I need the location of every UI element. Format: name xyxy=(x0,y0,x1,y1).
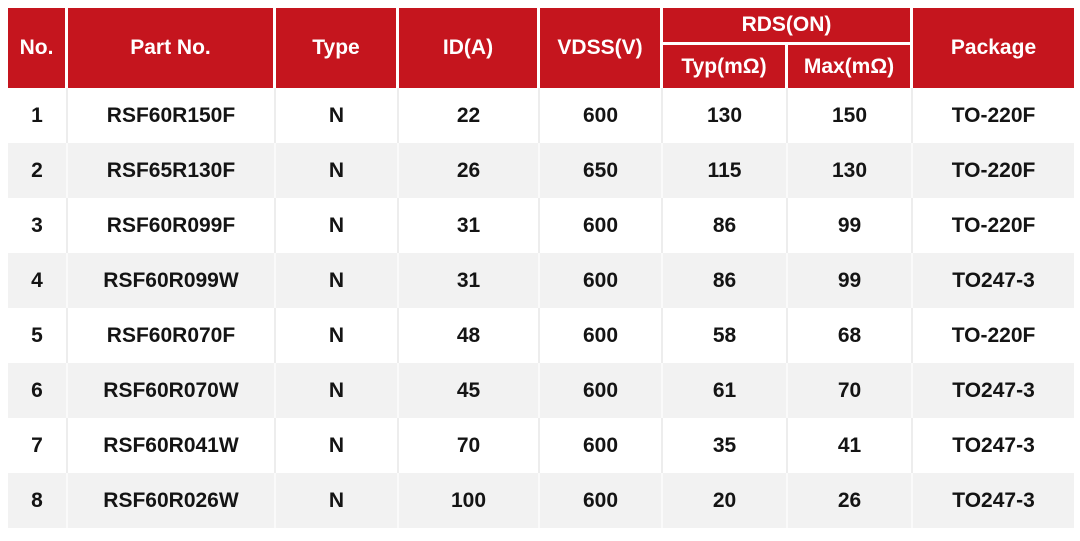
cell-part-no: RSF65R130F xyxy=(68,143,276,198)
header-package: Package xyxy=(913,8,1075,88)
cell-no: 6 xyxy=(8,363,68,418)
cell-rds-max: 41 xyxy=(788,418,914,473)
mosfet-spec-table-container: No. Part No. Type ID(A) VDSS(V) RDS(ON) … xyxy=(8,8,1075,528)
cell-id: 70 xyxy=(399,418,540,473)
cell-package: TO247-3 xyxy=(913,473,1075,528)
cell-part-no: RSF60R041W xyxy=(68,418,276,473)
cell-vdss: 600 xyxy=(540,308,663,363)
cell-rds-max: 70 xyxy=(788,363,914,418)
cell-package: TO247-3 xyxy=(913,363,1075,418)
cell-package: TO247-3 xyxy=(913,253,1075,308)
table-header: No. Part No. Type ID(A) VDSS(V) RDS(ON) … xyxy=(8,8,1075,88)
cell-rds-typ: 61 xyxy=(663,363,788,418)
cell-no: 7 xyxy=(8,418,68,473)
cell-rds-typ: 35 xyxy=(663,418,788,473)
cell-rds-max: 130 xyxy=(788,143,914,198)
cell-no: 3 xyxy=(8,198,68,253)
cell-type: N xyxy=(276,88,399,143)
cell-vdss: 600 xyxy=(540,253,663,308)
header-part-no: Part No. xyxy=(68,8,276,88)
cell-rds-max: 150 xyxy=(788,88,914,143)
table-row: 2 RSF65R130F N 26 650 115 130 TO-220F xyxy=(8,143,1075,198)
cell-package: TO-220F xyxy=(913,308,1075,363)
mosfet-spec-table: No. Part No. Type ID(A) VDSS(V) RDS(ON) … xyxy=(8,8,1075,528)
cell-rds-typ: 130 xyxy=(663,88,788,143)
cell-no: 5 xyxy=(8,308,68,363)
cell-part-no: RSF60R070W xyxy=(68,363,276,418)
table-row: 1 RSF60R150F N 22 600 130 150 TO-220F xyxy=(8,88,1075,143)
table-row: 5 RSF60R070F N 48 600 58 68 TO-220F xyxy=(8,308,1075,363)
table-row: 4 RSF60R099W N 31 600 86 99 TO247-3 xyxy=(8,253,1075,308)
cell-no: 4 xyxy=(8,253,68,308)
cell-vdss: 600 xyxy=(540,198,663,253)
table-row: 6 RSF60R070W N 45 600 61 70 TO247-3 xyxy=(8,363,1075,418)
cell-no: 1 xyxy=(8,88,68,143)
cell-vdss: 650 xyxy=(540,143,663,198)
cell-type: N xyxy=(276,363,399,418)
cell-id: 31 xyxy=(399,253,540,308)
cell-id: 100 xyxy=(399,473,540,528)
cell-rds-typ: 115 xyxy=(663,143,788,198)
cell-no: 8 xyxy=(8,473,68,528)
cell-id: 45 xyxy=(399,363,540,418)
cell-type: N xyxy=(276,473,399,528)
header-rds-typ: Typ(mΩ) xyxy=(663,45,788,88)
cell-part-no: RSF60R099W xyxy=(68,253,276,308)
table-row: 7 RSF60R041W N 70 600 35 41 TO247-3 xyxy=(8,418,1075,473)
cell-id: 31 xyxy=(399,198,540,253)
cell-rds-typ: 86 xyxy=(663,198,788,253)
header-no: No. xyxy=(8,8,68,88)
header-vdss: VDSS(V) xyxy=(540,8,663,88)
cell-rds-max: 68 xyxy=(788,308,914,363)
cell-type: N xyxy=(276,308,399,363)
table-body: 1 RSF60R150F N 22 600 130 150 TO-220F 2 … xyxy=(8,88,1075,528)
cell-rds-max: 99 xyxy=(788,253,914,308)
table-row: 8 RSF60R026W N 100 600 20 26 TO247-3 xyxy=(8,473,1075,528)
cell-type: N xyxy=(276,253,399,308)
cell-no: 2 xyxy=(8,143,68,198)
header-rds-max: Max(mΩ) xyxy=(788,45,914,88)
cell-part-no: RSF60R070F xyxy=(68,308,276,363)
cell-vdss: 600 xyxy=(540,363,663,418)
cell-rds-max: 99 xyxy=(788,198,914,253)
cell-type: N xyxy=(276,418,399,473)
table-row: 3 RSF60R099F N 31 600 86 99 TO-220F xyxy=(8,198,1075,253)
header-rds-group: RDS(ON) xyxy=(663,8,914,45)
cell-package: TO-220F xyxy=(913,88,1075,143)
cell-part-no: RSF60R026W xyxy=(68,473,276,528)
cell-vdss: 600 xyxy=(540,473,663,528)
cell-type: N xyxy=(276,143,399,198)
cell-id: 48 xyxy=(399,308,540,363)
cell-part-no: RSF60R099F xyxy=(68,198,276,253)
cell-package: TO247-3 xyxy=(913,418,1075,473)
header-id: ID(A) xyxy=(399,8,540,88)
cell-rds-typ: 86 xyxy=(663,253,788,308)
cell-type: N xyxy=(276,198,399,253)
cell-vdss: 600 xyxy=(540,88,663,143)
header-type: Type xyxy=(276,8,399,88)
cell-rds-typ: 20 xyxy=(663,473,788,528)
cell-rds-typ: 58 xyxy=(663,308,788,363)
cell-id: 22 xyxy=(399,88,540,143)
cell-package: TO-220F xyxy=(913,143,1075,198)
cell-part-no: RSF60R150F xyxy=(68,88,276,143)
cell-id: 26 xyxy=(399,143,540,198)
cell-rds-max: 26 xyxy=(788,473,914,528)
cell-vdss: 600 xyxy=(540,418,663,473)
cell-package: TO-220F xyxy=(913,198,1075,253)
